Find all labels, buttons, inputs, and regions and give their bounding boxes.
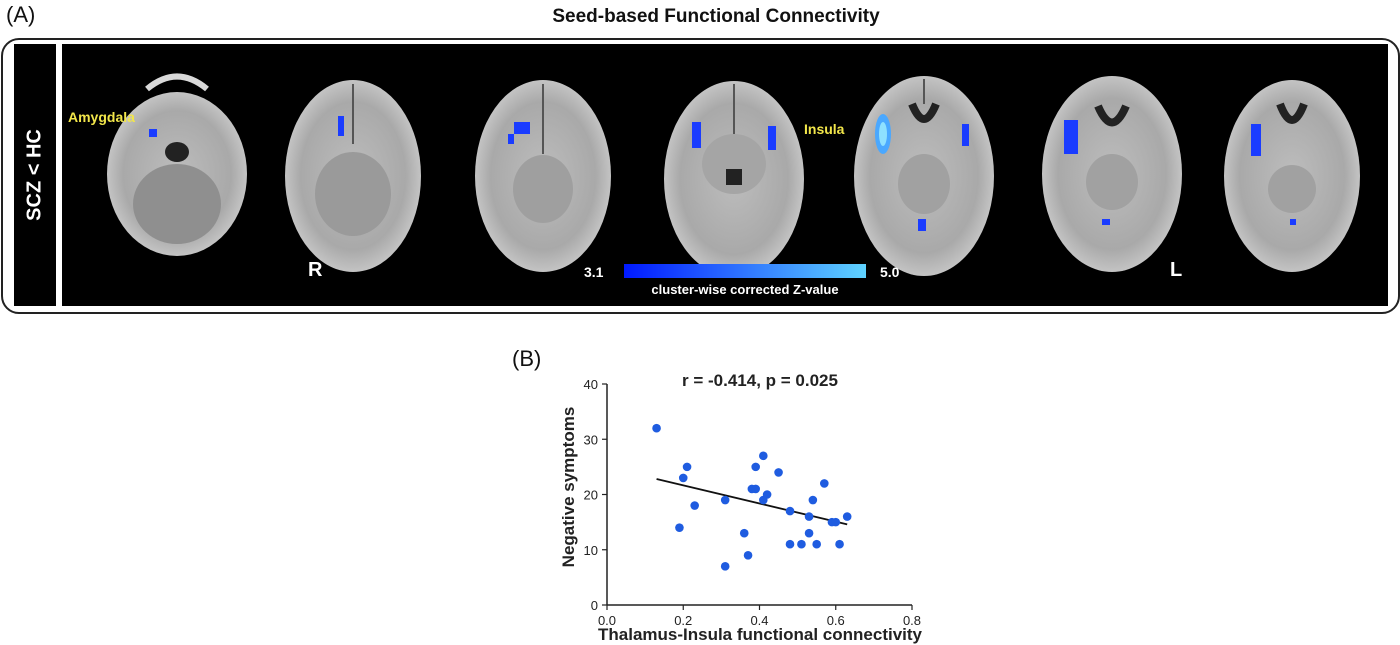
colorbar-caption: cluster-wise corrected Z-value — [651, 282, 838, 297]
brain-slice-6 — [1042, 76, 1182, 272]
scatter-point — [652, 423, 661, 433]
chart-ticks: 0.0 0.2 0.4 0.6 0.8 0 10 20 30 40 — [584, 377, 922, 628]
activation-blob — [962, 124, 969, 146]
orientation-right: R — [308, 259, 323, 281]
scatter-point — [831, 517, 841, 527]
brain-slice-7 — [1224, 80, 1360, 272]
x-tick-label: 0.2 — [674, 613, 692, 628]
scatter-point — [720, 495, 730, 505]
y-axis-label: Negative symptoms — [559, 407, 578, 568]
scatter-point — [797, 539, 806, 549]
activation-blob — [338, 116, 344, 136]
colorbar-max-label: 5.0 — [880, 264, 900, 280]
colorbar-min-label: 3.1 — [584, 264, 604, 280]
colorbar — [624, 264, 866, 278]
scatter-point — [743, 550, 753, 560]
scatter-point — [812, 539, 821, 549]
scatter-point — [842, 512, 852, 521]
activation-blob — [918, 219, 926, 231]
activation-blob — [508, 134, 514, 144]
x-tick-label: 0.0 — [598, 613, 616, 628]
insula-label: Insula — [804, 121, 845, 137]
brain-slice-2 — [285, 80, 421, 272]
scatter-point — [774, 468, 783, 477]
figure-title: Seed-based Functional Connectivity — [552, 6, 880, 27]
x-tick-label: 0.4 — [750, 613, 768, 628]
scatter-point — [762, 490, 772, 499]
scatter-point — [682, 462, 692, 472]
activation-blob — [1064, 120, 1078, 154]
chart-axes — [606, 384, 912, 606]
scatter-point — [785, 506, 795, 516]
amygdala-label: Amygdala — [68, 109, 135, 125]
y-tick-label: 0 — [591, 598, 598, 613]
scatter-point — [808, 495, 818, 505]
scatter-point — [785, 539, 795, 549]
x-tick-label: 0.8 — [903, 613, 921, 628]
group-contrast-label: SCZ < HC — [23, 129, 46, 221]
scatter-points — [652, 423, 852, 571]
activation-blob — [1290, 219, 1296, 225]
scatter-chart: r = -0.414, p = 0.025 0.0 0.2 0.4 0.6 0.8 0 10… — [520, 362, 990, 645]
group-contrast-strip — [14, 44, 56, 306]
brain-slice-3 — [475, 80, 611, 272]
x-tick-label: 0.6 — [827, 613, 845, 628]
y-tick-label: 10 — [584, 543, 598, 558]
y-tick-label: 20 — [584, 488, 598, 503]
regression-line-group — [656, 478, 848, 526]
y-tick-label: 30 — [584, 432, 598, 447]
scatter-point — [739, 528, 749, 538]
regression-line — [656, 478, 848, 526]
scatter-point — [751, 484, 760, 494]
scatter-point — [751, 462, 760, 472]
scatter-plot-svg: r = -0.414, p = 0.025 0.0 0.2 0.4 0.6 0.8 0 10… — [559, 371, 923, 644]
panel-a-letter: (A) — [6, 2, 36, 27]
panel-b-letter: (B) — [512, 346, 542, 371]
activation-blob — [1102, 219, 1110, 225]
chart-title: r = -0.414, p = 0.025 — [682, 371, 838, 390]
y-tick-label: 40 — [584, 377, 598, 392]
activation-blob — [768, 126, 776, 150]
activation-blob — [149, 129, 157, 137]
activation-blob — [1251, 124, 1261, 156]
scatter-point — [835, 539, 844, 549]
brain-slices-panel: Amygdala Insula R L 3.1 5.0 cluster-wise… — [62, 44, 1388, 306]
activation-blob — [514, 122, 530, 134]
brain-slices-svg: Amygdala Insula R L 3.1 5.0 cluster-wise… — [68, 73, 1360, 297]
scatter-point — [820, 479, 829, 488]
scatter-point — [690, 501, 699, 510]
orientation-left: L — [1170, 259, 1182, 281]
brain-slice-5 — [854, 76, 994, 276]
activation-blob — [692, 122, 701, 148]
scatter-point — [720, 562, 730, 571]
x-axis-label: Thalamus-Insula functional connectivity — [598, 625, 923, 644]
brain-slice-4 — [664, 81, 804, 277]
scatter-point — [678, 473, 688, 483]
scatter-point — [675, 523, 684, 532]
scatter-point — [804, 528, 814, 538]
brain-slice-1 — [107, 73, 247, 256]
scatter-point — [759, 451, 768, 461]
scatter-point — [804, 512, 814, 521]
